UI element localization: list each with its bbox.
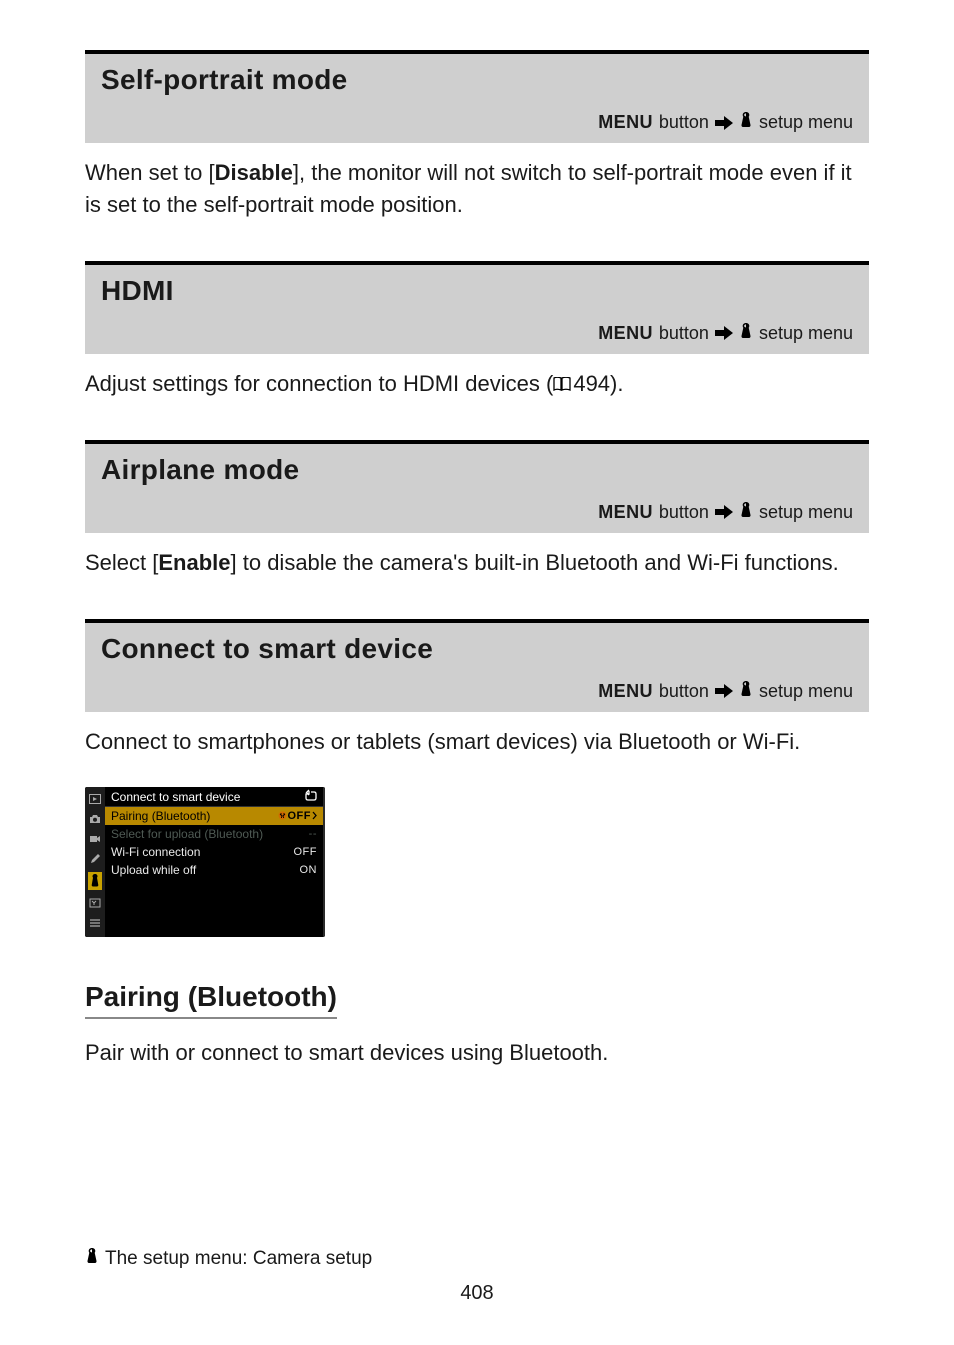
- page-number: 408: [85, 1282, 869, 1305]
- camera-row-label: Upload while off: [111, 863, 196, 877]
- setup-menu-label: setup menu: [759, 681, 853, 702]
- arrow-right-icon: [715, 505, 733, 519]
- page-ref-number: 494: [573, 368, 610, 400]
- camera-menu-main: Connect to smart device Pairing (Bluetoo…: [105, 787, 325, 937]
- footer-line: The setup menu: Camera setup: [85, 1248, 869, 1270]
- breadcrumb-hdmi: MENU button setup menu: [85, 317, 869, 354]
- body-prefix: Adjust settings for connection to HDMI d…: [85, 371, 553, 396]
- playback-tab-icon: [88, 792, 102, 806]
- camera-row-label: Select for upload (Bluetooth): [111, 827, 263, 841]
- hdmi-body: Adjust settings for connection to HDMI d…: [85, 368, 869, 400]
- wrench-icon: [85, 1248, 99, 1270]
- camera-menu-row: Pairing (Bluetooth) OFF: [105, 807, 323, 825]
- camera-row-value: --: [309, 828, 317, 840]
- pairing-body: Pair with or connect to smart devices us…: [85, 1037, 869, 1069]
- camera-menu-row: Upload while off ON: [105, 861, 323, 879]
- menu-label: MENU: [598, 323, 653, 344]
- camera-row-label: Pairing (Bluetooth): [111, 809, 210, 823]
- camera-side-tabs: [85, 787, 105, 937]
- button-word: button: [659, 323, 709, 344]
- button-word: button: [659, 112, 709, 133]
- wrench-icon: [739, 323, 753, 344]
- page: Self-portrait mode MENU button setup men…: [0, 0, 954, 1345]
- setup-menu-label: setup menu: [759, 112, 853, 133]
- connect-body: Connect to smartphones or tablets (smart…: [85, 726, 869, 758]
- arrow-right-icon: [715, 116, 733, 130]
- body-prefix: Select [: [85, 550, 158, 575]
- camera-row-label: Wi-Fi connection: [111, 845, 200, 859]
- pencil-tab-icon: [88, 852, 102, 866]
- body-prefix: When set to [: [85, 160, 215, 185]
- camera-menu-row: Select for upload (Bluetooth) --: [105, 825, 323, 843]
- section-connect-title: Connect to smart device: [101, 633, 853, 665]
- book-icon: [553, 377, 571, 391]
- setup-tab-icon: [88, 872, 102, 890]
- arrow-right-icon: [715, 684, 733, 698]
- footer-text: The setup menu: Camera setup: [105, 1248, 372, 1270]
- subsection-pairing: Pairing (Bluetooth) Pair with or connect…: [85, 951, 869, 1069]
- setup-menu-label: setup menu: [759, 502, 853, 523]
- button-word: button: [659, 681, 709, 702]
- camera-menu-blank: [105, 879, 323, 937]
- body-suffix: ] to disable the camera's built-in Bluet…: [231, 550, 839, 575]
- body-bold: Enable: [158, 550, 230, 575]
- menu-label: MENU: [598, 681, 653, 702]
- camera-menu-title: Connect to smart device: [111, 790, 240, 804]
- section-connect-header: Connect to smart device: [85, 619, 869, 675]
- camera-menu-rows: Pairing (Bluetooth)OFFSelect for upload …: [105, 807, 323, 879]
- section-self-portrait-header: Self-portrait mode: [85, 50, 869, 106]
- section-airplane-header: Airplane mode: [85, 440, 869, 496]
- page-footer: The setup menu: Camera setup 408: [85, 1248, 869, 1305]
- camera-row-value: OFF: [294, 846, 318, 858]
- page-ref: 494: [553, 368, 610, 400]
- section-airplane-title: Airplane mode: [101, 454, 853, 486]
- breadcrumb-self-portrait: MENU button setup menu: [85, 106, 869, 143]
- video-tab-icon: [88, 832, 102, 846]
- arrow-right-icon: [715, 326, 733, 340]
- mymenu-tab-icon: [88, 916, 102, 930]
- menu-label: MENU: [598, 502, 653, 523]
- body-suffix: ).: [610, 371, 623, 396]
- camera-menu-row: Wi-Fi connection OFF: [105, 843, 323, 861]
- section-hdmi-header: HDMI: [85, 261, 869, 317]
- menu-label: MENU: [598, 112, 653, 133]
- button-word: button: [659, 502, 709, 523]
- camera-row-value: ON: [300, 864, 318, 876]
- camera-menu-title-row: Connect to smart device: [105, 787, 323, 807]
- body-bold: Disable: [215, 160, 293, 185]
- setup-menu-label: setup menu: [759, 323, 853, 344]
- photo-tab-icon: [88, 812, 102, 826]
- camera-menu-screenshot: Connect to smart device Pairing (Bluetoo…: [85, 787, 325, 937]
- wrench-icon: [739, 502, 753, 523]
- breadcrumb-airplane: MENU button setup menu: [85, 496, 869, 533]
- back-icon: [305, 789, 317, 804]
- section-self-portrait-title: Self-portrait mode: [101, 64, 853, 96]
- section-hdmi-title: HDMI: [101, 275, 853, 307]
- self-portrait-body: When set to [Disable], the monitor will …: [85, 157, 869, 221]
- retouch-tab-icon: [88, 896, 102, 910]
- breadcrumb-connect: MENU button setup menu: [85, 675, 869, 712]
- camera-row-value: OFF: [278, 810, 318, 824]
- airplane-body: Select [Enable] to disable the camera's …: [85, 547, 869, 579]
- pairing-title: Pairing (Bluetooth): [85, 981, 337, 1019]
- wrench-icon: [739, 112, 753, 133]
- wrench-icon: [739, 681, 753, 702]
